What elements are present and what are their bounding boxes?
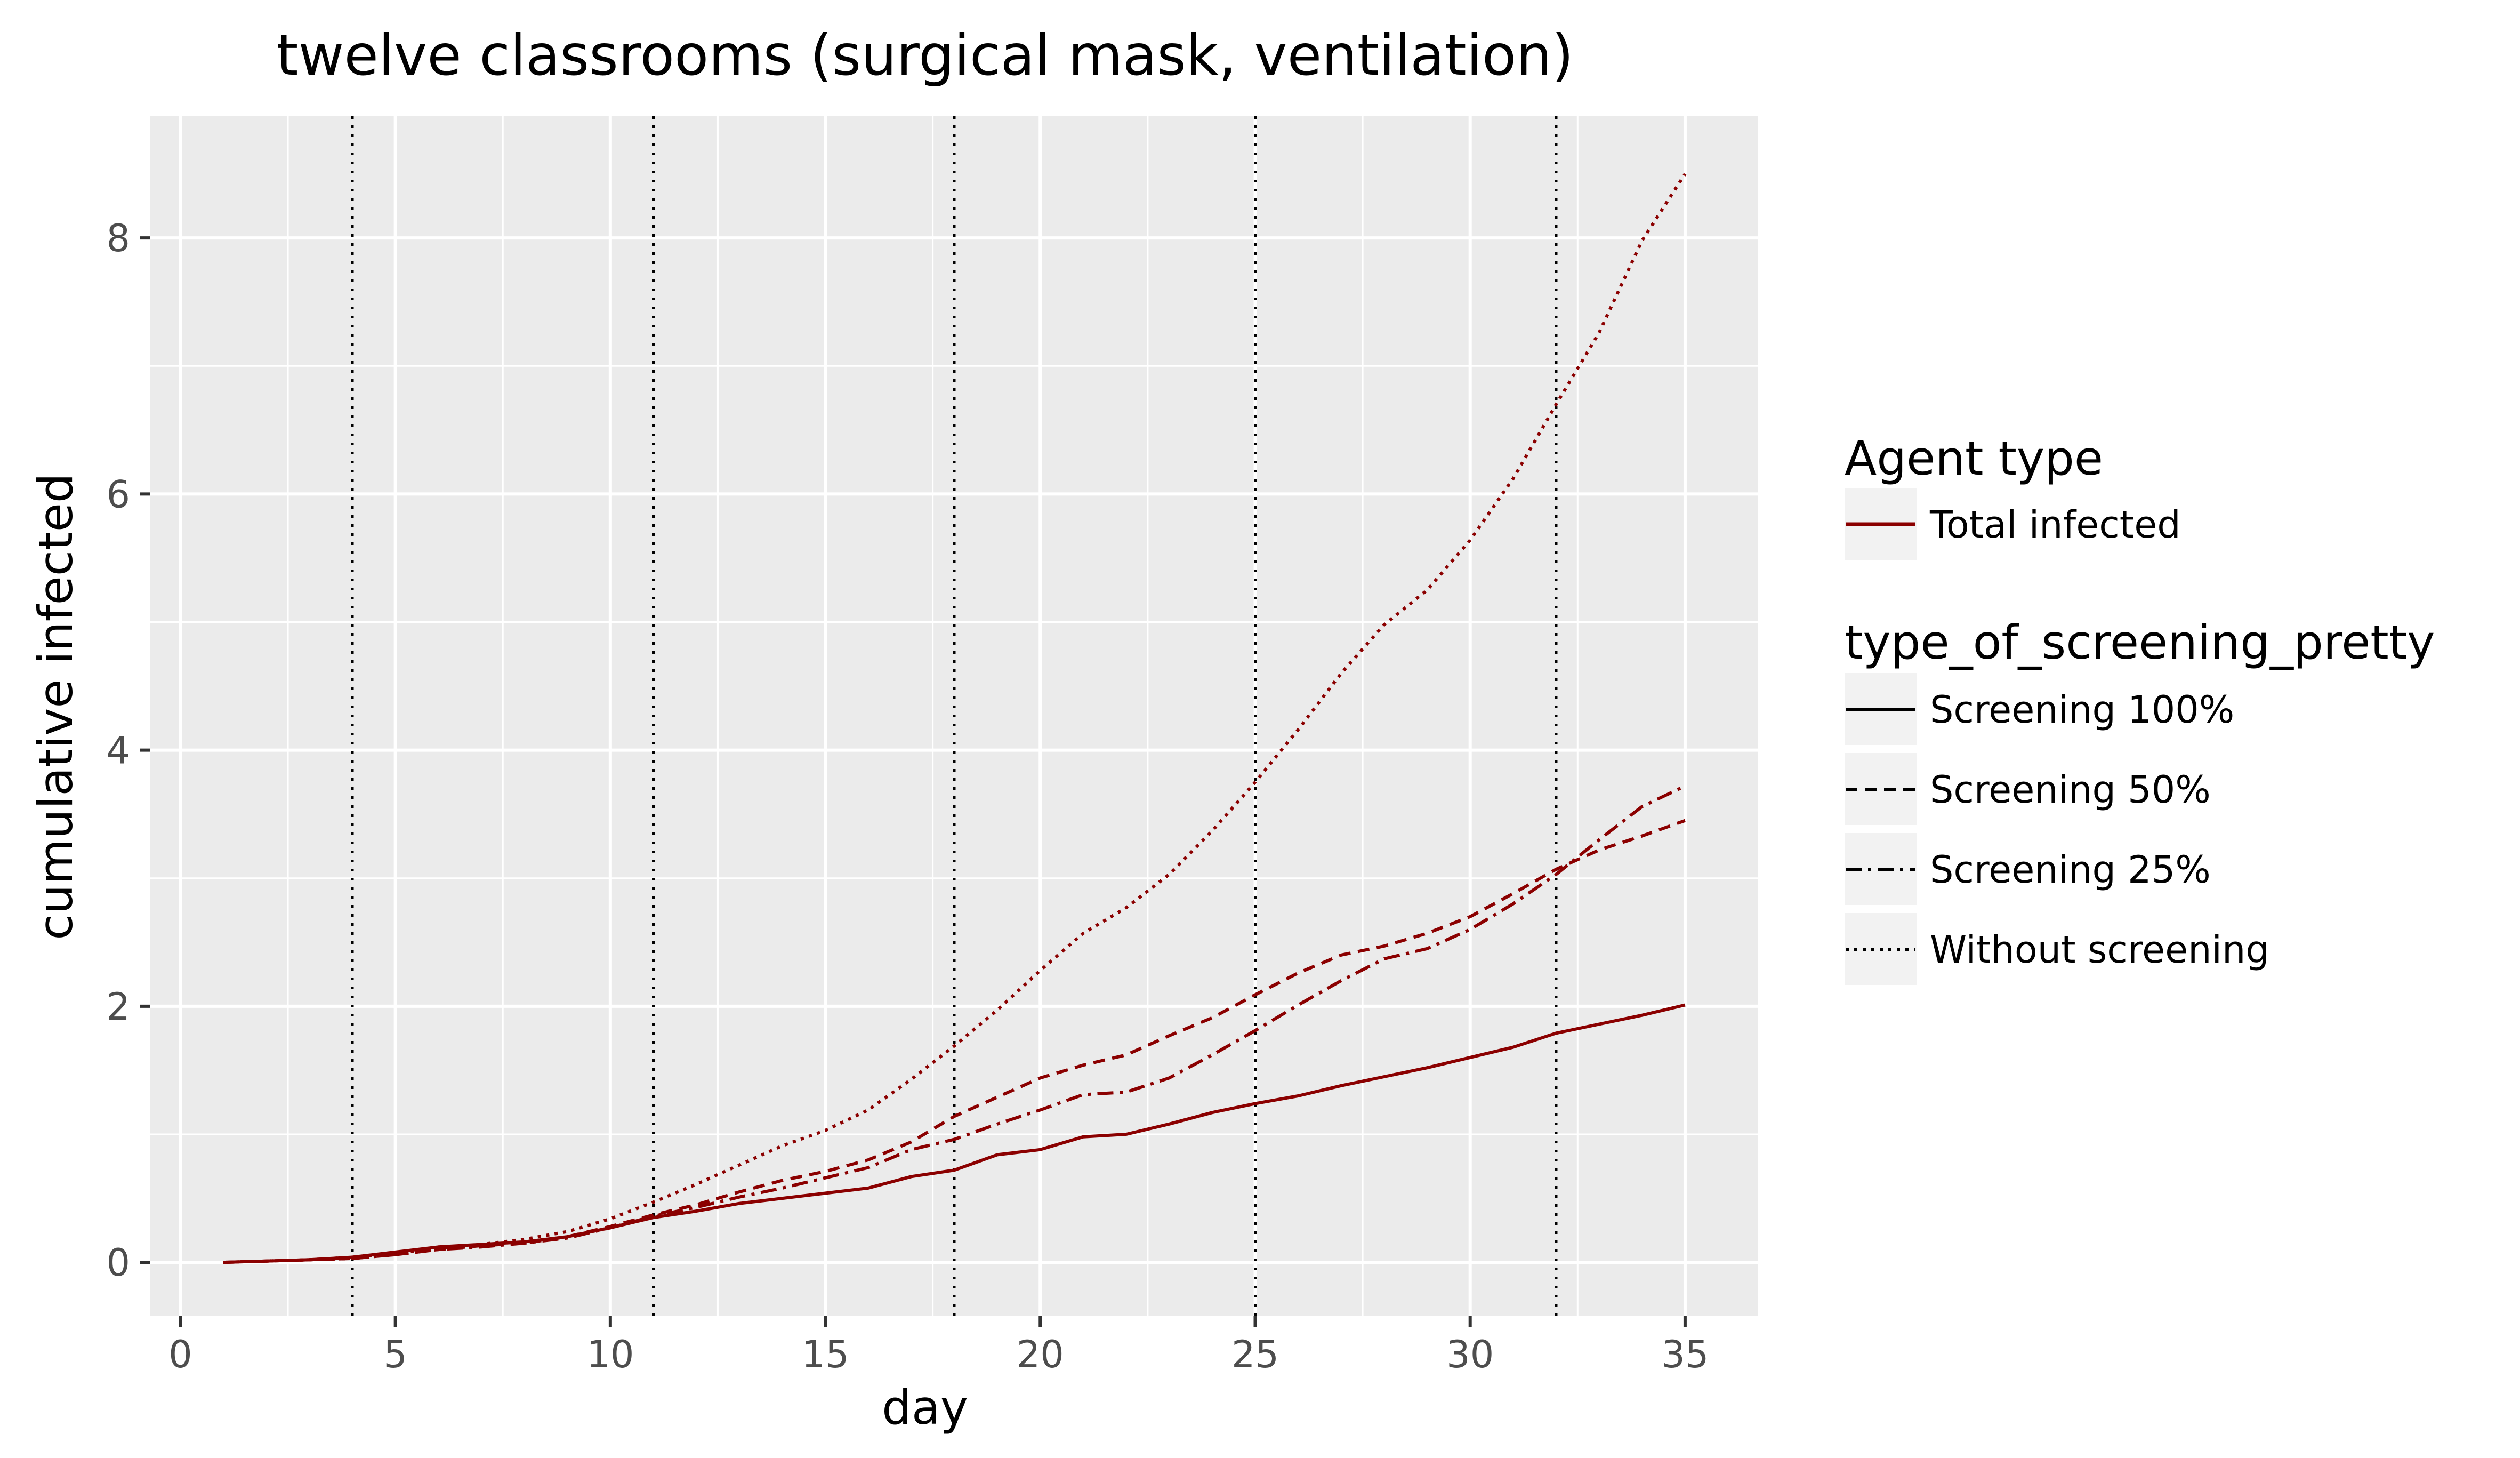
series-line-screening-50: [223, 819, 1686, 1264]
legend-title-screening: type_of_screening_pretty: [1845, 615, 2435, 670]
y-tick-label: 4: [106, 729, 130, 773]
legend-label-screening-25: Screening 25%: [1930, 848, 2211, 892]
y-tick-label: 8: [106, 217, 130, 260]
y-axis-label: cumulative infected: [28, 473, 83, 940]
chart-title: twelve classrooms (surgical mask, ventil…: [276, 23, 1573, 88]
series-line-screening-100: [223, 1003, 1686, 1264]
x-tick-label: 10: [586, 1333, 634, 1376]
y-axis-ticks: 0 2 4 6 8: [106, 217, 150, 1285]
legend-label-screening-50: Screening 50%: [1930, 768, 2211, 812]
x-tick-label: 30: [1446, 1333, 1494, 1376]
minor-gridlines: [150, 116, 1758, 1316]
y-tick-label: 2: [106, 985, 130, 1029]
series-line-screening-25: [223, 784, 1686, 1264]
series-lines: [223, 173, 1687, 1264]
screening-legend-items: Screening 100% Screening 50% Screening 25%…: [1845, 673, 2269, 985]
x-tick-label: 5: [383, 1333, 407, 1376]
y-tick-label: 6: [106, 472, 130, 516]
series-line-without-screening: [223, 173, 1687, 1264]
y-tick-label: 0: [106, 1241, 130, 1285]
vertical-reference-lines: [351, 116, 1558, 1316]
legend-label-total-infected: Total infected: [1929, 503, 2181, 547]
major-gridlines: [150, 116, 1758, 1316]
legend-label-without-screening: Without screening: [1930, 928, 2269, 972]
x-tick-label: 15: [802, 1333, 849, 1376]
legend-title-agent-type: Agent type: [1845, 431, 2103, 486]
legend: Agent type Total infected type_of_screen…: [1845, 431, 2435, 985]
x-tick-label: 0: [168, 1333, 192, 1376]
x-axis-ticks: 0 5 10 15 20 25 30 35: [168, 1316, 1709, 1376]
x-tick-label: 25: [1231, 1333, 1279, 1376]
x-tick-label: 20: [1017, 1333, 1064, 1376]
x-axis-label: day: [882, 1380, 968, 1435]
x-tick-label: 35: [1661, 1333, 1709, 1376]
legend-label-screening-100: Screening 100%: [1930, 688, 2234, 732]
